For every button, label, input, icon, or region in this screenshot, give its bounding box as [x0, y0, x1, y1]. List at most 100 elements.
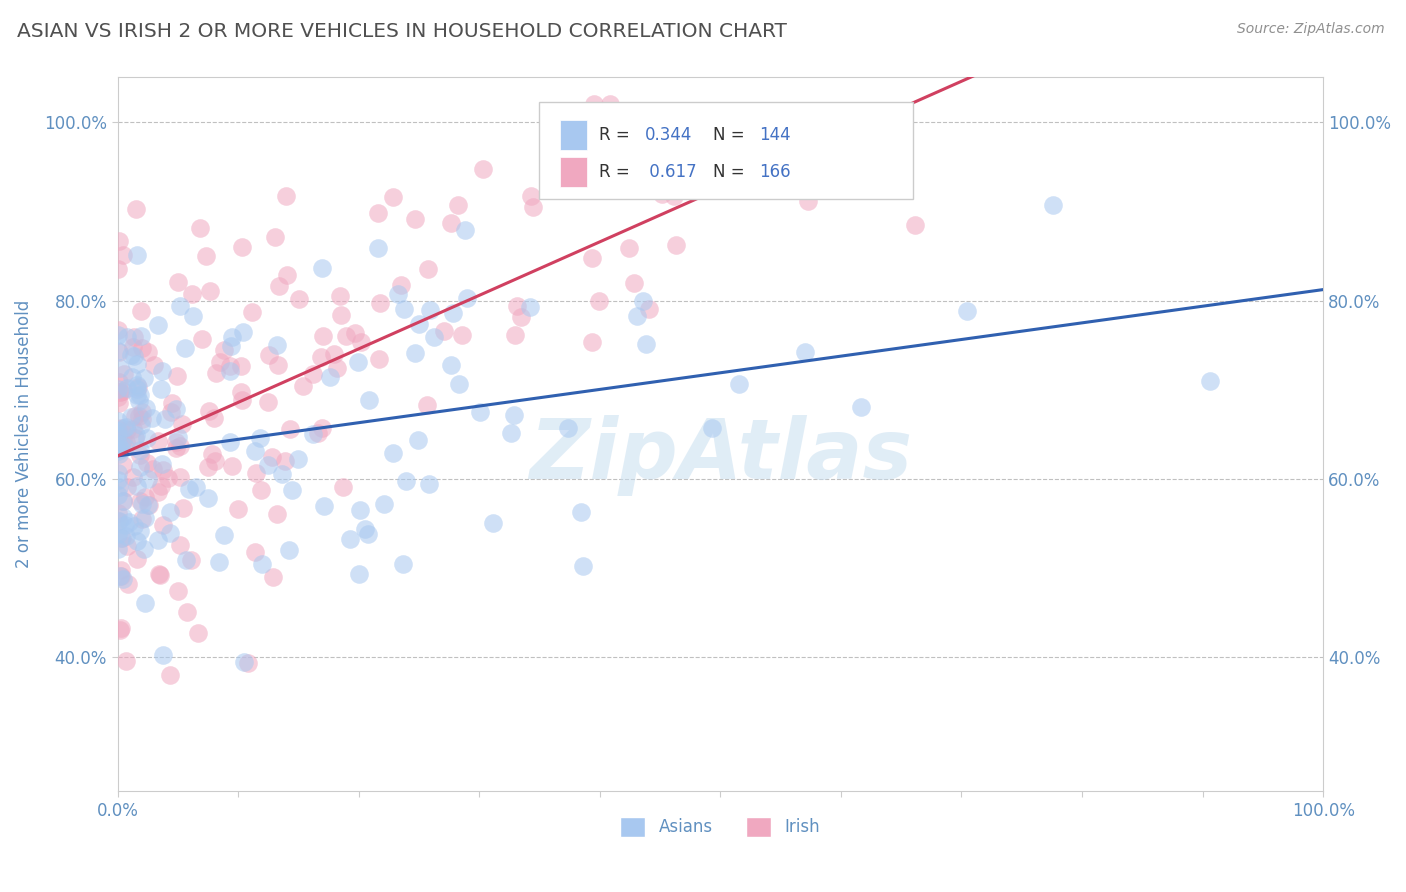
Point — [419, 303, 441, 318]
Point — [107, 390, 129, 404]
Point — [651, 187, 673, 202]
Point — [197, 403, 219, 417]
Point — [152, 518, 174, 533]
Point — [122, 470, 145, 484]
Point — [107, 542, 129, 557]
Point — [439, 216, 461, 230]
Point — [267, 279, 290, 293]
Point — [797, 194, 820, 208]
Point — [122, 349, 145, 363]
Point — [172, 501, 194, 516]
Point — [107, 473, 129, 487]
Point — [264, 230, 287, 244]
Point — [456, 291, 478, 305]
Point — [146, 485, 169, 500]
Point — [454, 223, 477, 237]
Point — [131, 405, 153, 419]
Point — [404, 211, 426, 226]
Point — [167, 583, 190, 598]
Point — [392, 301, 415, 316]
Point — [121, 370, 143, 384]
Point — [114, 655, 136, 669]
Point — [665, 237, 688, 252]
Point — [389, 277, 412, 292]
Point — [357, 392, 380, 407]
Point — [136, 431, 159, 445]
Point — [112, 421, 135, 435]
Point — [152, 648, 174, 662]
Point — [114, 518, 136, 533]
Point — [127, 533, 149, 548]
Point — [447, 376, 470, 391]
Point — [124, 409, 146, 424]
Point — [115, 539, 138, 553]
Point — [135, 456, 157, 470]
Point — [416, 398, 439, 412]
Point — [108, 234, 131, 248]
Point — [276, 188, 298, 202]
Point — [128, 442, 150, 457]
Point — [187, 626, 209, 640]
Point — [274, 454, 297, 468]
Point — [481, 516, 503, 530]
Point — [142, 462, 165, 476]
FancyBboxPatch shape — [540, 103, 914, 199]
Point — [314, 500, 336, 514]
Point — [107, 323, 129, 337]
Point — [121, 341, 143, 355]
Point — [499, 425, 522, 440]
Point — [165, 441, 187, 455]
Point — [636, 336, 658, 351]
Point — [194, 249, 217, 263]
Point — [440, 358, 463, 372]
Point — [131, 512, 153, 526]
Point — [181, 309, 204, 323]
Point — [107, 261, 129, 276]
Point — [166, 368, 188, 383]
Point — [149, 479, 172, 493]
Point — [319, 370, 342, 384]
Point — [150, 364, 173, 378]
Point — [311, 261, 333, 276]
Point — [226, 502, 249, 516]
Point — [159, 525, 181, 540]
Point — [174, 552, 197, 566]
Point — [146, 533, 169, 547]
Point — [702, 421, 724, 435]
Point — [146, 434, 169, 449]
Point — [115, 480, 138, 494]
Point — [218, 359, 240, 373]
Point — [519, 300, 541, 314]
Point — [124, 202, 146, 217]
Point — [219, 338, 242, 352]
Point — [110, 621, 132, 635]
Point — [125, 358, 148, 372]
Point — [416, 261, 439, 276]
Point — [569, 505, 592, 519]
Point — [240, 304, 263, 318]
Point — [128, 493, 150, 508]
Point — [391, 557, 413, 571]
Point — [134, 490, 156, 504]
Point — [367, 241, 389, 255]
Point — [903, 218, 925, 232]
Point — [112, 367, 135, 381]
Point — [581, 252, 603, 266]
Point — [111, 531, 134, 545]
Point — [368, 296, 391, 310]
Point — [794, 345, 817, 359]
Point — [115, 330, 138, 344]
Point — [107, 527, 129, 541]
Point — [120, 348, 142, 362]
Point — [201, 447, 224, 461]
Point — [114, 440, 136, 454]
Point — [107, 344, 129, 359]
Point — [136, 345, 159, 359]
Point — [205, 367, 228, 381]
Point — [626, 309, 648, 323]
Point — [408, 317, 430, 331]
Point — [471, 161, 494, 176]
Point — [349, 335, 371, 350]
Point — [127, 552, 149, 566]
Point — [152, 463, 174, 477]
